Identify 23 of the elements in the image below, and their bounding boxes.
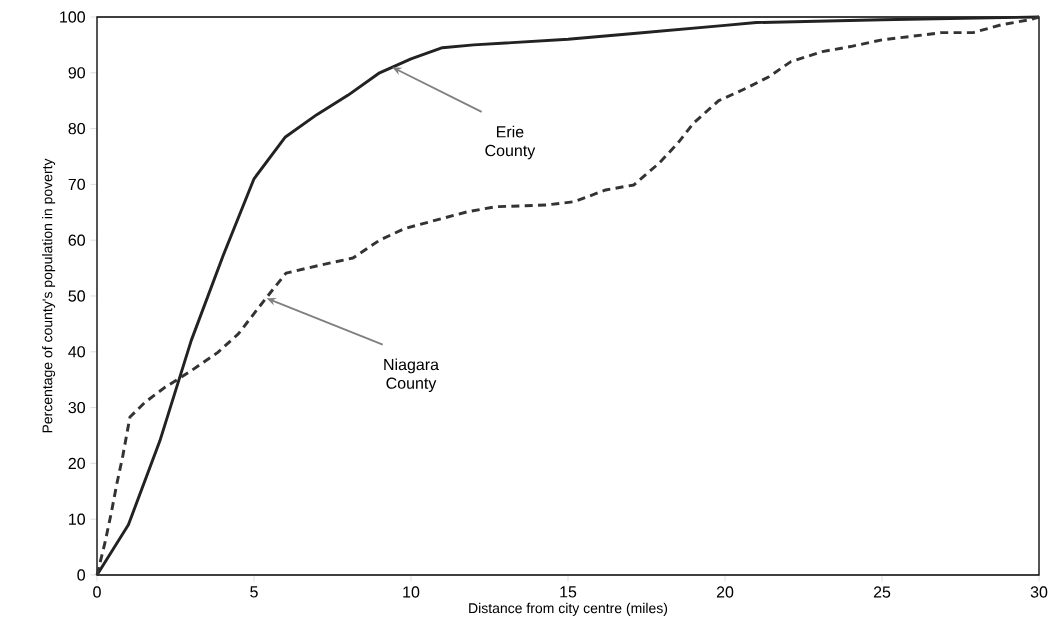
y-tick-label: 60 — [68, 234, 86, 246]
y-tick-label: 50 — [68, 290, 86, 302]
x-tick-label: 30 — [1030, 586, 1048, 598]
line-series — [95, 15, 1041, 577]
x-tick-label: 0 — [93, 586, 101, 598]
x-tick-label: 10 — [403, 586, 420, 598]
x-tick-label: 15 — [560, 586, 577, 598]
y-tick-label: 40 — [68, 346, 86, 358]
y-axis-title: Percentage of county's population in poverty — [42, 158, 56, 433]
y-tick-label: 0 — [77, 569, 86, 581]
annotation: Niagara County — [384, 358, 439, 393]
x-tick-label: 20 — [716, 586, 734, 598]
x-tick-label: 5 — [250, 586, 258, 598]
y-tick-label: 100 — [60, 11, 86, 23]
y-tick-label: 20 — [68, 457, 86, 470]
y-tick-label: 70 — [68, 178, 86, 191]
y-tick-label: 30 — [68, 401, 86, 414]
x-tick-label: 25 — [873, 586, 891, 598]
y-tick-label: 90 — [68, 67, 86, 79]
y-tick-label: 80 — [68, 122, 86, 135]
x-axis-title: Distance from city centre (miles) — [469, 602, 668, 616]
y-tick-label: 10 — [69, 513, 86, 525]
annotation: Erie County — [485, 125, 536, 160]
